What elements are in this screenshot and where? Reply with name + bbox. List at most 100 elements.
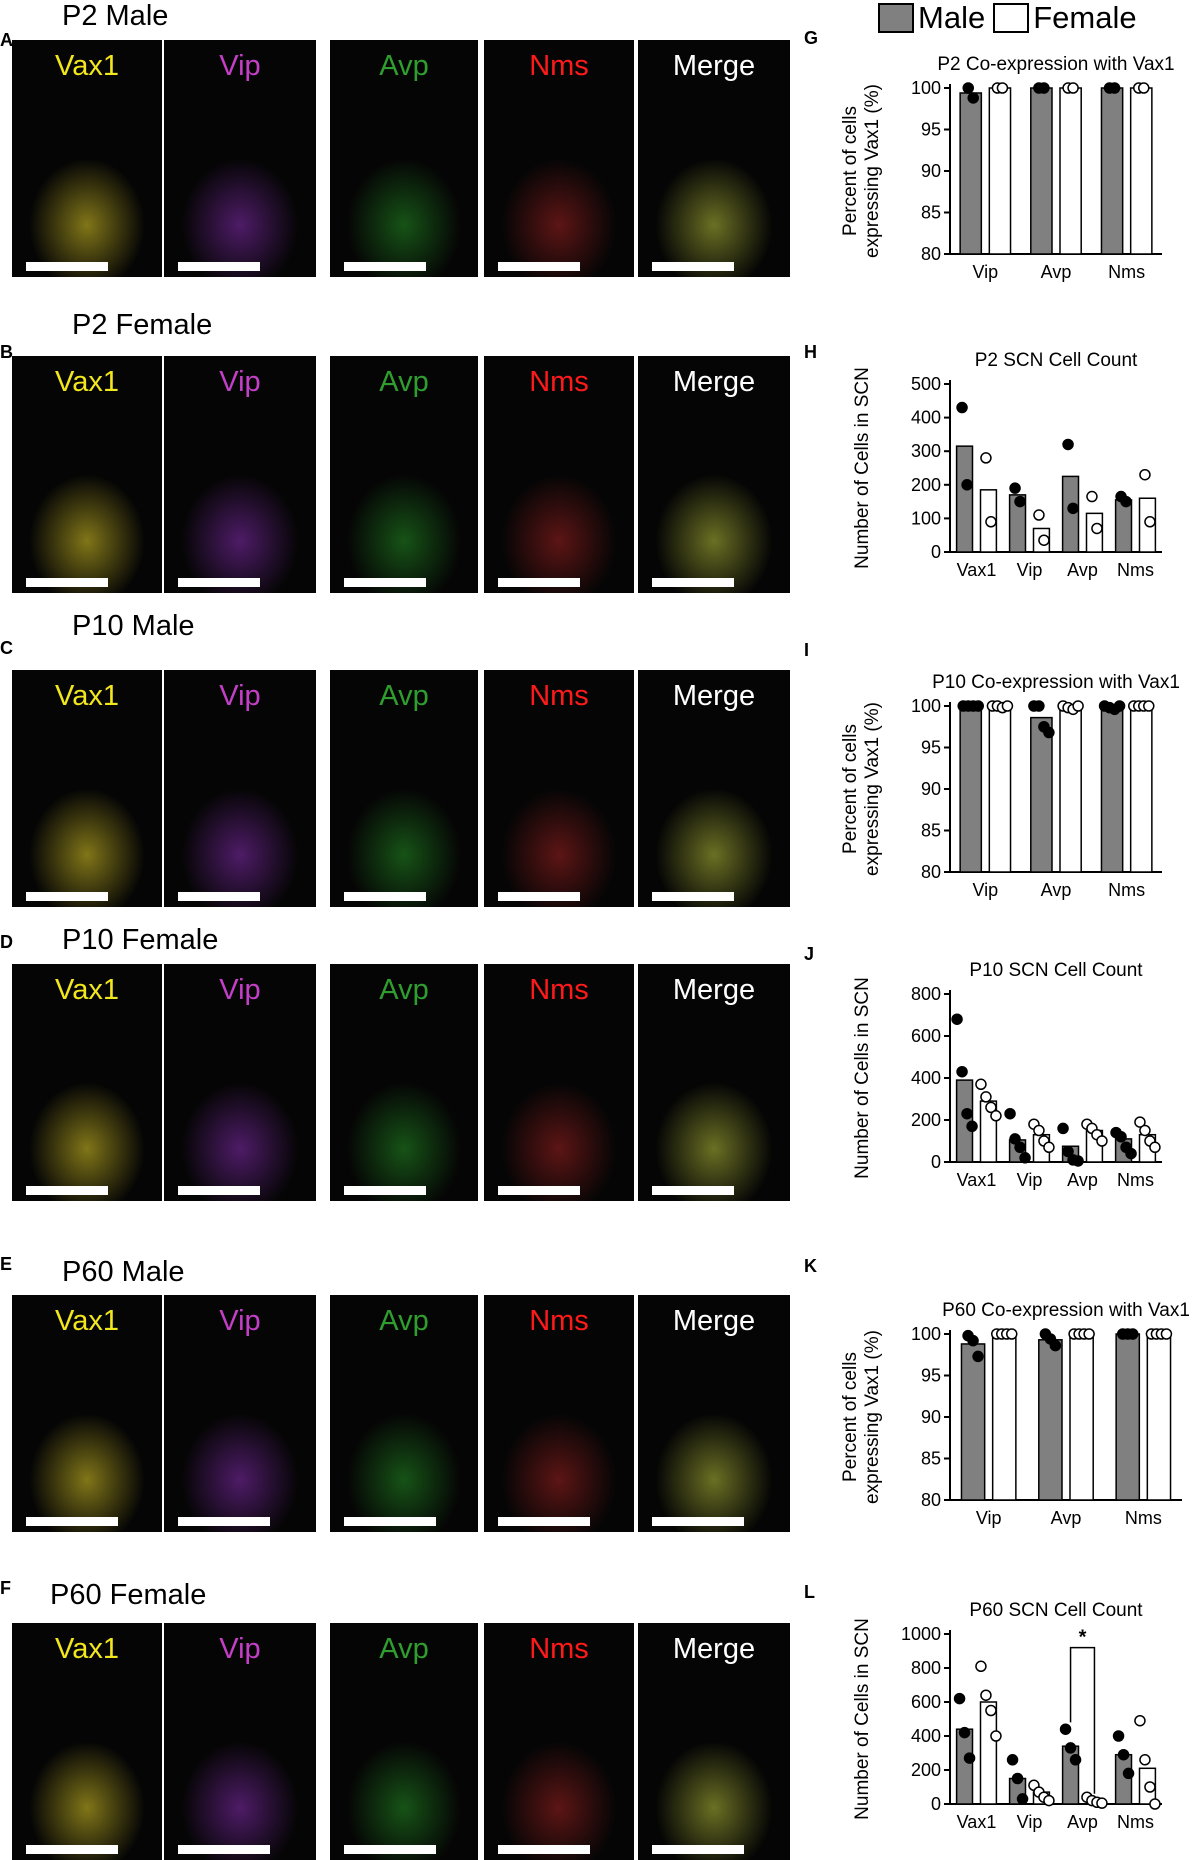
data-point-male <box>1125 1147 1137 1160</box>
scale-bar <box>178 892 260 901</box>
scale-bar <box>26 1186 108 1195</box>
chart-title: P2 Co-expression with Vax1 <box>937 54 1174 75</box>
micrograph-avp: Avp <box>330 1623 478 1860</box>
channel-label: Vax1 <box>55 366 119 398</box>
data-point-male <box>963 1752 976 1764</box>
bar-male <box>1100 706 1124 873</box>
channel-label: Merge <box>672 974 756 1006</box>
legend: Male Female <box>878 0 1145 36</box>
bar-male <box>1008 494 1027 553</box>
x-tick-label: Vax1 <box>957 1170 997 1190</box>
y-tick-label: 0 <box>931 1794 941 1814</box>
data-point-male <box>1014 495 1026 508</box>
chart-k: P60 Co-expression with Vax1 Percent of ce… <box>840 1300 1190 1528</box>
y-tick-label: 0 <box>931 542 941 562</box>
panel-letter-d: D <box>0 932 13 952</box>
bar-male <box>955 1728 974 1805</box>
data-point-male <box>1049 1339 1062 1352</box>
data-point-male <box>1004 1107 1016 1120</box>
data-point-female <box>990 1110 1002 1122</box>
y-axis-label: Percent of cellsexpressing Vax1 (%) <box>840 702 883 876</box>
scale-bar <box>498 1186 580 1195</box>
micrograph-avp: Avp <box>330 670 478 907</box>
micrograph-avp: Avp <box>330 1295 478 1532</box>
bar-female <box>991 1333 1017 1501</box>
x-tick-label: Nms <box>1108 262 1145 282</box>
data-point-female <box>1091 522 1103 535</box>
y-tick-label: 600 <box>911 1692 941 1712</box>
scale-bar <box>498 262 580 271</box>
micrograph-avp: Avp <box>330 356 478 593</box>
scale-bar <box>652 1845 744 1854</box>
data-point-female <box>1144 1781 1156 1793</box>
channel-label: Avp <box>379 680 429 712</box>
data-point-female <box>1072 700 1084 712</box>
data-point-female <box>1096 1797 1108 1809</box>
panel-letter-h: H <box>804 342 817 362</box>
channel-label: Vax1 <box>55 1305 119 1337</box>
data-point-female <box>1043 1141 1055 1154</box>
micrograph-nms: Nms <box>484 40 634 277</box>
micrograph-merge: Merge <box>638 1623 790 1860</box>
panel-letter-g: G <box>804 28 819 48</box>
channel-label: Avp <box>379 974 429 1006</box>
data-point-male <box>1108 82 1121 94</box>
data-point-female <box>980 1689 992 1701</box>
x-tick-label: Vip <box>976 1508 1002 1528</box>
data-point-female <box>1038 534 1050 546</box>
data-point-male <box>1009 482 1021 494</box>
bar-male <box>1114 1753 1133 1805</box>
x-tick-label: Nms <box>1117 1170 1154 1190</box>
y-tick-label: 200 <box>911 1760 941 1780</box>
scale-bar <box>178 1186 260 1195</box>
micrograph-vip: Vip <box>164 670 316 907</box>
panel-letter-k: K <box>804 1256 817 1276</box>
data-point-female <box>1033 509 1045 521</box>
data-point-female <box>1143 700 1155 712</box>
channel-label: Merge <box>672 366 756 398</box>
y-tick-label: 200 <box>911 1110 941 1130</box>
data-point-female <box>1083 1328 1095 1340</box>
data-point-male <box>1043 726 1055 739</box>
y-tick-label: 90 <box>921 161 941 181</box>
y-axis-label: Percent of cellsexpressing Vax1 (%) <box>840 84 883 258</box>
x-tick-label: Vax1 <box>957 560 997 580</box>
panel-letter-a: A <box>0 30 13 50</box>
legend-female-label: Female <box>1033 0 1137 35</box>
micrograph-merge: Merge <box>638 670 790 907</box>
y-tick-label: 80 <box>921 862 941 882</box>
data-point-female <box>980 1091 992 1103</box>
row-title: P10 Female <box>62 924 219 956</box>
x-tick-label: Nms <box>1108 880 1145 900</box>
channel-label: Vip <box>219 974 261 1006</box>
scale-bar <box>178 578 260 587</box>
data-point-female <box>1134 1116 1146 1128</box>
x-tick-label: Avp <box>1067 560 1098 580</box>
data-point-female <box>1138 82 1150 94</box>
channel-label: Avp <box>379 50 429 82</box>
chart-title: P60 Co-expression with Vax1 <box>942 1300 1190 1321</box>
data-point-male <box>1069 1754 1082 1766</box>
data-point-male <box>953 1692 966 1705</box>
y-tick-label: 800 <box>911 984 941 1004</box>
channel-label: Avp <box>379 366 429 398</box>
y-tick-label: 100 <box>911 508 941 528</box>
channel-label: Vip <box>219 680 261 712</box>
scale-bar <box>344 578 426 587</box>
bar-male <box>1061 475 1080 553</box>
legend-male-swatch <box>878 3 914 33</box>
data-point-male <box>1062 1145 1074 1158</box>
row-title: P10 Male <box>72 610 195 642</box>
data-point-male <box>1120 495 1132 508</box>
channel-label: Vip <box>219 1633 261 1665</box>
data-point-male <box>956 1065 968 1078</box>
scale-bar <box>652 262 734 271</box>
x-tick-label: Nms <box>1117 1812 1154 1832</box>
data-point-female <box>985 1704 997 1717</box>
data-point-male <box>1072 1155 1084 1167</box>
bar-male <box>1038 1339 1063 1501</box>
data-point-male <box>1112 1730 1125 1742</box>
data-point-male <box>1113 700 1126 712</box>
data-point-male <box>1115 1131 1127 1143</box>
micrograph-nms: Nms <box>484 1623 634 1860</box>
